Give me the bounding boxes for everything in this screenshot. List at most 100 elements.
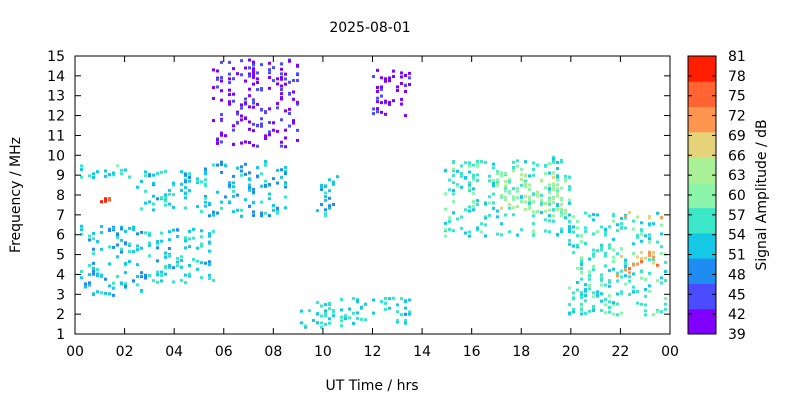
data-point	[96, 268, 99, 272]
data-point	[352, 321, 355, 325]
data-point	[240, 173, 243, 177]
data-point	[156, 273, 159, 277]
data-point	[124, 168, 127, 172]
y-tick-label: 15	[47, 49, 65, 65]
data-point	[208, 232, 211, 236]
data-point	[452, 189, 455, 193]
data-point	[664, 279, 667, 283]
data-point	[252, 122, 255, 126]
data-point	[252, 105, 255, 109]
data-point	[492, 192, 495, 196]
data-point	[172, 280, 175, 284]
y-tick-label: 8	[56, 188, 65, 204]
data-point	[232, 174, 235, 178]
data-point	[228, 184, 231, 188]
data-point	[444, 192, 447, 196]
data-point	[568, 185, 571, 189]
data-point	[552, 155, 555, 159]
data-point	[456, 169, 459, 173]
data-point	[556, 189, 559, 193]
data-point	[276, 181, 279, 185]
data-point	[388, 100, 391, 104]
data-point	[560, 198, 563, 202]
data-point	[264, 163, 267, 167]
data-point	[632, 285, 635, 289]
data-point	[144, 189, 147, 193]
data-point	[276, 129, 279, 133]
data-point	[220, 200, 223, 204]
data-point	[632, 242, 635, 246]
data-point	[564, 179, 567, 183]
data-point	[180, 265, 183, 269]
data-point	[448, 220, 451, 224]
data-point	[288, 112, 291, 116]
data-point	[628, 275, 631, 279]
colorbar-swatches	[688, 56, 716, 335]
data-point	[488, 179, 491, 183]
data-point	[452, 181, 455, 185]
data-point	[124, 271, 127, 275]
data-point	[212, 278, 215, 282]
data-point	[152, 202, 155, 206]
data-point	[216, 163, 219, 167]
data-point	[620, 216, 623, 220]
data-point	[660, 251, 663, 255]
data-point	[544, 229, 547, 233]
y-tick-label: 13	[47, 89, 65, 105]
data-point	[280, 76, 283, 80]
data-point	[108, 173, 111, 177]
data-point	[464, 176, 467, 180]
data-point	[444, 207, 447, 211]
data-point	[640, 302, 643, 306]
data-point	[580, 277, 583, 281]
data-point	[536, 210, 539, 214]
data-points	[80, 58, 667, 329]
data-point	[384, 112, 387, 116]
data-point	[204, 195, 207, 199]
data-point	[272, 128, 275, 132]
data-point	[220, 162, 223, 166]
data-point	[292, 121, 295, 125]
data-point	[232, 210, 235, 214]
data-point	[220, 119, 223, 123]
y-tick-label: 14	[47, 69, 65, 85]
data-point	[612, 267, 615, 271]
data-point	[292, 119, 295, 123]
colorbar-tick-label: 72	[728, 109, 746, 125]
data-point	[316, 312, 319, 316]
data-point	[616, 223, 619, 227]
data-point	[140, 230, 143, 234]
data-point	[224, 195, 227, 199]
data-point	[228, 88, 231, 92]
data-point	[600, 299, 603, 303]
data-point	[468, 161, 471, 165]
data-point	[92, 231, 95, 235]
data-point	[248, 105, 251, 109]
data-point	[452, 173, 455, 177]
data-point	[184, 273, 187, 277]
colorbar-ticks: 39 42 45 48 51 54 57 60 63 66 69 72 75 78 81	[688, 49, 746, 343]
data-point	[248, 127, 251, 131]
data-point	[568, 286, 571, 290]
data-point	[288, 124, 291, 128]
data-point	[612, 212, 615, 216]
data-point	[512, 187, 515, 191]
data-point	[168, 247, 171, 251]
data-point	[632, 219, 635, 223]
data-point	[208, 241, 211, 245]
data-point	[212, 213, 215, 217]
data-point	[260, 117, 263, 121]
data-point	[520, 173, 523, 177]
data-point	[472, 200, 475, 204]
data-point	[660, 310, 663, 314]
data-point	[552, 160, 555, 164]
data-point	[380, 110, 383, 114]
data-point	[124, 282, 127, 286]
data-point	[244, 101, 247, 105]
data-point	[340, 298, 343, 302]
data-point	[656, 310, 659, 314]
data-point	[96, 240, 99, 244]
data-point	[584, 299, 587, 303]
data-point	[264, 134, 267, 138]
